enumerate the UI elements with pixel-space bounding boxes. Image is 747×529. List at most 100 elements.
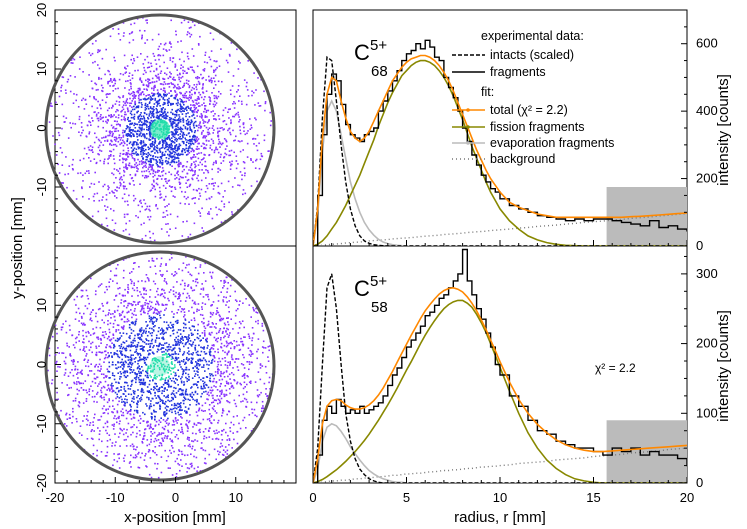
- detector-hit: [227, 323, 230, 326]
- detector-hit: [140, 501, 142, 503]
- detector-hit: [155, 160, 158, 162]
- detector-hit: [123, 32, 125, 34]
- detector-hit: [139, 352, 141, 355]
- detector-hit: [266, 395, 269, 397]
- detector-hit: [108, 331, 111, 334]
- detector-hit: [112, 148, 115, 151]
- detector-hit: [84, 172, 87, 175]
- detector-hit: [194, 375, 196, 377]
- detector-hit: [198, 309, 200, 311]
- detector-hit: [257, 371, 260, 373]
- detector-hit: [202, 449, 205, 451]
- detector-hit: [123, 169, 125, 172]
- detector-hit: [197, 105, 200, 107]
- detector-hit: [119, 96, 121, 99]
- detector-hit: [170, 146, 173, 149]
- detector-hit: [178, 344, 180, 346]
- detector-hit: [164, 102, 166, 104]
- detector-hit: [136, 446, 138, 448]
- detector-hit: [122, 144, 125, 147]
- detector-hit: [155, 75, 158, 78]
- detector-hit: [144, 42, 146, 44]
- detector-hit: [201, 404, 204, 407]
- detector-hit: [177, 128, 179, 131]
- detector-hit: [168, 119, 171, 121]
- detector-hit: [144, 164, 147, 167]
- detector-hit: [119, 39, 122, 41]
- detector-hit: [161, 392, 163, 395]
- detector-hit: [194, 99, 197, 101]
- detector-hit: [146, 55, 149, 58]
- detector-hit: [227, 306, 230, 309]
- detector-hit: [173, 136, 176, 139]
- detector-hit: [186, 150, 189, 152]
- detector-hit: [135, 376, 137, 379]
- detector-hit: [95, 363, 98, 366]
- detector-hit: [177, 321, 179, 324]
- detector-hit: [195, 160, 197, 163]
- detector-hit: [97, 338, 100, 340]
- detector-hit: [122, 361, 125, 364]
- detector-hit: [108, 285, 111, 288]
- detector-hit: [171, 127, 174, 129]
- detector-hit: [154, 86, 156, 88]
- detector-hit: [98, 370, 101, 372]
- detector-hit: [236, 300, 238, 303]
- detector-hit: [123, 388, 126, 390]
- detector-hit: [113, 181, 115, 184]
- detector-hit: [169, 120, 171, 123]
- detector-hit: [82, 402, 85, 404]
- detector-hit: [159, 421, 162, 423]
- detector-hit: [116, 411, 119, 414]
- detector-hit: [192, 110, 195, 112]
- detector-hit: [120, 351, 122, 354]
- detector-hit: [179, 138, 181, 140]
- detector-hit: [140, 202, 142, 204]
- detector-hit: [164, 353, 166, 356]
- detector-hit: [256, 389, 259, 391]
- detector-hit: [161, 140, 164, 142]
- detector-hit: [204, 262, 207, 265]
- detector-hit: [128, 194, 130, 197]
- detector-hit: [160, 362, 162, 365]
- detector-hit: [144, 176, 146, 179]
- detector-hit: [68, 413, 71, 416]
- detector-hit: [187, 340, 190, 342]
- detector-hit: [90, 346, 92, 349]
- detector-hit: [185, 154, 188, 156]
- detector-hit: [239, 171, 242, 173]
- detector-hit: [108, 398, 110, 400]
- detector-hit: [218, 118, 221, 120]
- detector-hit: [134, 152, 136, 155]
- detector-hit: [163, 117, 165, 119]
- detector-hit: [98, 383, 100, 385]
- detector-hit: [200, 288, 203, 290]
- detector-hit: [231, 372, 233, 374]
- detector-hit: [160, 83, 163, 85]
- detector-hit: [158, 337, 160, 339]
- detector-hit: [111, 361, 114, 363]
- detector-hit: [123, 153, 125, 155]
- detector-hit: [176, 131, 179, 133]
- detector-hit: [211, 148, 213, 151]
- detector-hit: [187, 336, 190, 338]
- detector-hit: [113, 343, 115, 346]
- detector-hit: [100, 365, 102, 368]
- detector-hit: [207, 367, 210, 370]
- detector-hit: [69, 122, 71, 124]
- detector-hit: [166, 145, 169, 148]
- detector-hit: [131, 321, 134, 323]
- detector-hit: [156, 388, 158, 391]
- detector-hit: [175, 111, 178, 114]
- detector-hit: [164, 216, 166, 218]
- detector-hit: [202, 69, 205, 71]
- detector-hit: [200, 96, 203, 99]
- detector-hit: [122, 457, 125, 460]
- detector-hit: [158, 115, 161, 117]
- detector-hit: [135, 448, 137, 451]
- detector-hit: [180, 110, 182, 113]
- detector-hit: [223, 205, 226, 208]
- detector-hit: [112, 385, 114, 387]
- detector-hit: [109, 155, 112, 157]
- detector-hit: [165, 187, 167, 189]
